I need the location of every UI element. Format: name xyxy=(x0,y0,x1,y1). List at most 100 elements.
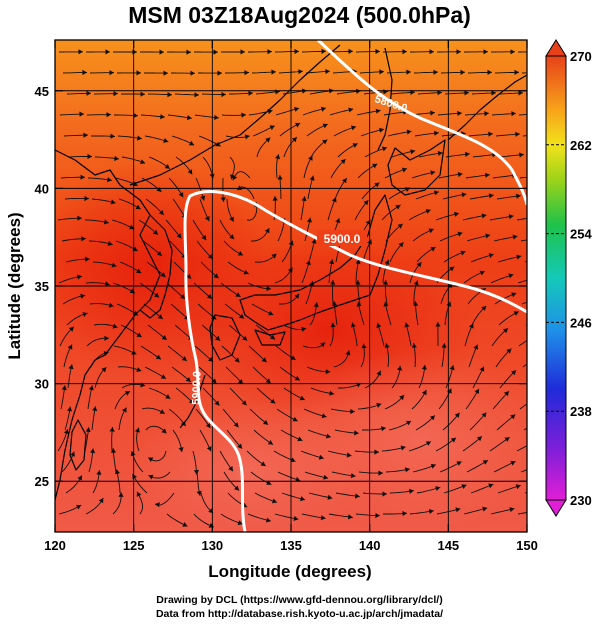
streamline-arrowhead xyxy=(457,231,463,237)
streamline-arrowhead xyxy=(406,69,411,75)
streamline-arrowhead xyxy=(300,496,305,502)
streamline-arrowhead xyxy=(140,159,146,165)
streamline-arrowhead xyxy=(104,335,109,341)
streamline-arrowhead xyxy=(133,112,138,119)
streamline-arrowhead xyxy=(323,474,329,480)
drawing-credit: Drawing by DCL (https://www.gfd-dennou.o… xyxy=(156,594,443,606)
coastline-russia xyxy=(129,44,341,186)
streamline-arrowhead xyxy=(479,270,485,276)
streamline-arrowhead xyxy=(519,152,524,158)
streamline-arrowhead xyxy=(265,378,271,384)
streamline-arrowhead xyxy=(77,475,82,481)
streamline-arrowhead xyxy=(311,238,317,244)
streamline-arrowhead xyxy=(193,469,199,475)
streamline-arrowhead xyxy=(485,233,491,239)
streamline-arrowhead xyxy=(187,169,193,175)
streamline-arrowhead xyxy=(297,436,303,442)
streamline-arrowhead xyxy=(200,195,206,201)
streamline-arrowhead xyxy=(106,112,111,118)
streamline-arrowhead xyxy=(148,457,154,462)
streamline-arrowhead xyxy=(327,494,333,500)
streamline-arrowhead xyxy=(381,426,386,432)
streamline-arrowhead xyxy=(433,190,439,196)
streamline-arrowhead xyxy=(354,430,359,436)
streamline-arrowhead xyxy=(76,505,82,510)
streamline-arrowhead xyxy=(81,236,86,242)
streamline-arrowhead xyxy=(260,461,266,466)
streamline-arrowhead xyxy=(479,366,485,372)
streamline xyxy=(525,324,527,326)
streamline-arrowhead xyxy=(205,423,211,429)
streamline-arrowhead xyxy=(375,48,380,55)
streamline-arrowhead xyxy=(332,301,338,306)
streamline-arrowhead xyxy=(330,322,336,328)
streamline-arrowhead xyxy=(178,192,184,198)
streamline-arrowhead xyxy=(538,354,543,359)
streamline-arrowhead xyxy=(206,446,212,452)
streamline-arrowhead xyxy=(454,412,460,418)
y-tick-label: 25 xyxy=(35,474,49,489)
streamline-arrowhead xyxy=(538,49,543,54)
colorbar-tick-label: 230 xyxy=(570,493,592,508)
streamline-arrowhead xyxy=(136,268,142,274)
colorbar-min-arrow xyxy=(545,499,567,517)
streamline-arrowhead xyxy=(272,196,278,201)
streamline-arrowhead xyxy=(134,427,140,433)
streamline-arrowhead xyxy=(109,427,115,432)
streamline-arrowhead xyxy=(428,508,434,514)
streamline-arrowhead xyxy=(518,90,523,96)
streamline-arrowhead xyxy=(140,91,145,97)
streamline-arrowhead xyxy=(164,164,170,169)
streamline-arrowhead xyxy=(515,193,521,199)
colorbar-tick-label: 262 xyxy=(570,138,592,153)
x-tick-label: 120 xyxy=(44,538,66,553)
streamline-arrowhead xyxy=(325,68,330,75)
streamline-arrowhead xyxy=(182,522,188,527)
streamline-arrowhead xyxy=(271,253,277,259)
streamline-arrowhead xyxy=(237,520,243,526)
streamline-arrowhead xyxy=(78,49,83,55)
streamline-arrowhead xyxy=(105,49,110,55)
streamline-arrowhead xyxy=(101,367,107,373)
streamline-arrowhead xyxy=(271,69,276,75)
streamline-arrowhead xyxy=(483,49,488,55)
streamline xyxy=(516,217,527,221)
x-tick-label: 125 xyxy=(123,538,145,553)
map-title: MSM 03Z18Aug2024 (500.0hPa) xyxy=(128,2,471,28)
contour-label-box xyxy=(317,230,367,246)
streamline-arrowhead xyxy=(384,343,390,349)
streamline-arrowhead xyxy=(160,114,165,120)
streamline-arrowhead xyxy=(410,149,416,155)
streamline-arrowhead xyxy=(118,492,124,497)
streamline-arrowhead xyxy=(238,313,245,319)
streamline-arrowhead xyxy=(321,48,326,54)
streamline-arrowhead xyxy=(137,135,142,141)
y-tick-label: 40 xyxy=(35,181,49,196)
streamline-arrowhead xyxy=(446,301,452,307)
streamline-arrowhead xyxy=(437,90,442,96)
streamline-arrowhead xyxy=(291,137,297,143)
streamline-arrowhead xyxy=(301,326,307,332)
streamline-arrowhead xyxy=(230,174,235,180)
streamline-arrowhead xyxy=(154,292,160,298)
streamline-arrowhead xyxy=(341,178,347,184)
streamline-arrowhead xyxy=(188,140,195,146)
streamline-arrowhead xyxy=(266,480,272,485)
streamline-arrowhead xyxy=(84,195,89,202)
streamline-arrowhead xyxy=(346,452,352,458)
streamline xyxy=(520,239,527,242)
streamline-arrowhead xyxy=(214,114,219,120)
streamline-arrowhead xyxy=(504,437,510,442)
coastline-hokkaido xyxy=(387,139,446,196)
streamline-arrowhead xyxy=(361,343,367,349)
colorbar-tick-label: 254 xyxy=(570,227,592,242)
streamline-arrowhead xyxy=(382,280,389,285)
streamline-arrowhead xyxy=(404,322,410,328)
contour-label-5900: 5900.0 xyxy=(324,232,361,246)
streamline-arrowhead xyxy=(355,259,361,265)
streamline-arrowhead xyxy=(290,355,296,360)
streamline-arrowhead xyxy=(277,175,283,180)
streamline-arrowhead xyxy=(241,112,246,118)
streamline-arrowhead xyxy=(217,70,222,76)
streamline-arrowhead xyxy=(298,69,303,75)
